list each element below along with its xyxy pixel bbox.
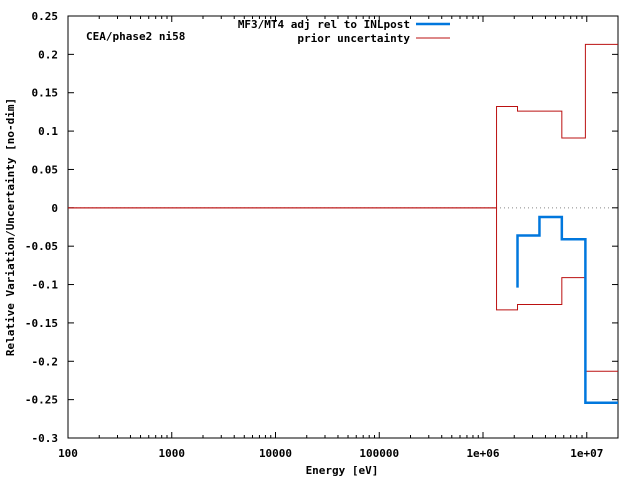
series-group (68, 43, 618, 404)
y-tick-label: -0.05 (25, 240, 58, 253)
y-tick-label: 0.15 (32, 87, 59, 100)
prior-uncertainty-upper-line (68, 43, 618, 209)
plot-frame (67, 15, 619, 439)
y-tick-label: 0.2 (38, 48, 58, 61)
legend: MF3/MT4 adj rel to INLpost prior uncerta… (238, 18, 450, 45)
x-tick-label: 1e+06 (466, 447, 499, 460)
y-axis-title: Relative Variation/Uncertainty [no-dim] (4, 98, 17, 356)
y-tick-label: -0.3 (32, 432, 59, 445)
y-tick-label: 0.1 (38, 125, 58, 138)
x-axis-title: Energy [eV] (306, 464, 379, 477)
y-tick-label: 0.05 (32, 163, 59, 176)
adj-relative-line (516, 215, 618, 404)
legend-label-prior: prior uncertainty (297, 32, 410, 45)
y-tick-label: -0.2 (32, 355, 59, 368)
y-tick-label: 0 (51, 202, 58, 215)
x-tick-label: 100000 (359, 447, 399, 460)
y-tick-label: -0.15 (25, 317, 58, 330)
y-tick-label: -0.1 (32, 279, 59, 292)
x-tick-label: 10000 (259, 447, 292, 460)
legend-label-adj: MF3/MT4 adj rel to INLpost (238, 18, 410, 31)
y-tick-label: -0.25 (25, 394, 58, 407)
tick-group: 0.25 0.2 0.15 0.1 0.05 0 -0.05 -0.1 -0.15 -0.2 -0.… (25, 10, 619, 460)
x-tick-label: 100 (58, 447, 78, 460)
y-tick-label: 0.25 (32, 10, 59, 23)
chart-annotation: CEA/phase2 ni58 (86, 30, 185, 43)
prior-uncertainty-lower-line (68, 207, 618, 372)
x-tick-label: 1e+07 (570, 447, 603, 460)
x-tick-label: 1000 (159, 447, 186, 460)
